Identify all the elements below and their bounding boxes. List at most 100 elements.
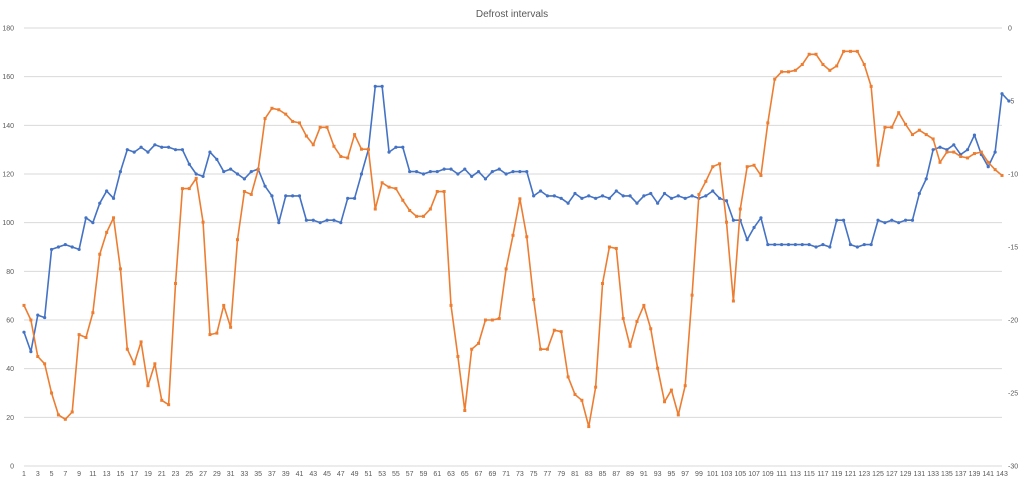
x-tick-label: 139 [969, 471, 981, 478]
data-point [952, 143, 956, 147]
data-point [621, 317, 625, 321]
data-point [263, 117, 267, 121]
x-tick-label: 9 [77, 471, 81, 478]
data-point [649, 327, 653, 331]
x-tick-label: 111 [776, 471, 787, 478]
x-tick-label: 65 [461, 471, 469, 478]
data-point [160, 145, 164, 149]
data-point [373, 84, 377, 88]
data-point [490, 318, 494, 322]
x-tick-label: 47 [337, 471, 345, 478]
data-point [387, 185, 391, 189]
data-point [766, 121, 770, 125]
data-point [180, 148, 185, 152]
data-point [993, 168, 997, 172]
data-point [63, 242, 67, 247]
data-point [1007, 99, 1011, 103]
x-tick-label: 143 [996, 471, 1008, 478]
data-point [972, 133, 977, 137]
x-tick-label: 43 [309, 471, 317, 478]
data-point [965, 148, 970, 152]
x-tick-label: 137 [955, 471, 967, 478]
x-tick-label: 59 [420, 471, 428, 478]
data-point [229, 325, 233, 329]
data-point [339, 221, 343, 225]
data-point [786, 70, 790, 74]
data-point [883, 125, 887, 129]
data-point [704, 194, 708, 198]
x-tick-label: 77 [544, 471, 552, 478]
data-point [848, 49, 852, 53]
x-tick-label: 15 [117, 471, 125, 478]
data-point [752, 225, 756, 230]
left-tick-label: 140 [2, 123, 14, 130]
data-point [63, 417, 67, 421]
data-point [153, 362, 157, 366]
data-point [793, 242, 797, 247]
data-point [346, 196, 350, 200]
data-point [304, 218, 308, 222]
data-point [70, 245, 74, 249]
data-point [669, 388, 673, 392]
data-point [855, 245, 859, 249]
data-point [408, 209, 412, 212]
data-point [559, 330, 563, 334]
data-point [91, 311, 95, 315]
data-point [36, 313, 40, 317]
data-point [959, 154, 963, 158]
data-point [222, 169, 226, 174]
data-point [814, 52, 818, 56]
data-point [277, 221, 281, 225]
data-point [442, 190, 446, 194]
data-point [587, 194, 591, 198]
data-point [332, 218, 336, 222]
data-point [600, 194, 605, 198]
left-tick-label: 120 [2, 172, 14, 179]
data-point [91, 221, 95, 225]
data-point [566, 201, 570, 205]
data-point [662, 191, 667, 196]
data-point [456, 172, 460, 176]
x-tick-label: 21 [158, 471, 166, 478]
data-point [421, 214, 425, 218]
data-point [352, 196, 357, 200]
x-tick-label: 27 [199, 471, 207, 478]
chart-title: Defrost intervals [476, 9, 548, 20]
x-tick-label: 141 [982, 471, 994, 478]
data-point [587, 425, 591, 429]
x-tick-label: 17 [130, 471, 138, 478]
x-tick-label: 45 [323, 471, 331, 478]
data-point [903, 218, 908, 222]
data-point [621, 194, 625, 198]
data-point [972, 152, 976, 156]
data-point [56, 413, 60, 417]
x-tick-label: 81 [571, 471, 579, 478]
data-point [814, 245, 818, 249]
data-point [77, 333, 81, 337]
data-point [917, 128, 921, 132]
data-point [862, 63, 866, 66]
data-point [167, 403, 171, 407]
data-point [174, 282, 178, 285]
data-point [979, 150, 983, 154]
data-point [242, 190, 246, 194]
data-point [359, 147, 363, 151]
data-point [118, 267, 122, 271]
data-point [249, 169, 253, 174]
data-point [800, 63, 804, 66]
data-point [105, 230, 109, 234]
data-point [456, 355, 460, 358]
left-tick-label: 100 [2, 220, 14, 227]
x-tick-label: 89 [626, 471, 634, 478]
data-point [718, 162, 722, 166]
x-tick-label: 109 [762, 471, 774, 478]
data-point [697, 192, 701, 196]
data-point [470, 347, 474, 351]
data-point [628, 344, 632, 348]
x-tick-label: 33 [240, 471, 248, 478]
data-point [773, 77, 777, 81]
x-tick-label: 101 [707, 471, 719, 478]
data-point [470, 174, 474, 179]
x-tick-label: 115 [804, 471, 815, 478]
